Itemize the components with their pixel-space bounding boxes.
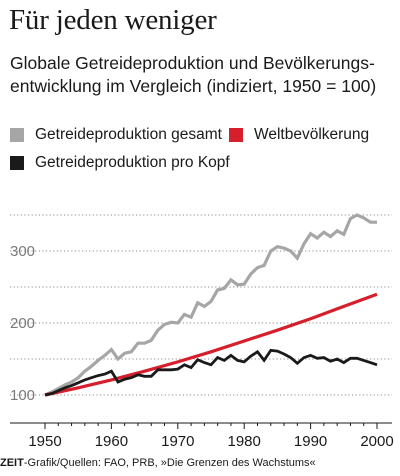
y-tick-label-200: 200 bbox=[10, 315, 35, 332]
source-footer: ZEIT-Grafik/Quellen: FAO, PRB, »Die Gren… bbox=[0, 457, 316, 469]
x-tick-label-1960: 1960 bbox=[95, 433, 128, 450]
legend-swatch-gesamt bbox=[10, 128, 24, 142]
legend-label-prokopf: Getreideproduktion pro Kopf bbox=[35, 154, 230, 171]
legend-label-bevoelkerung: Weltbevölkerung bbox=[254, 126, 370, 143]
series-line-bevoelkerung bbox=[44, 292, 378, 397]
series-line-gesamt bbox=[44, 213, 377, 397]
source-text: -Grafik/Quellen: FAO, PRB, »Die Grenzen … bbox=[23, 457, 316, 469]
y-tick-label-100: 100 bbox=[10, 387, 35, 404]
grid-layer bbox=[10, 214, 392, 396]
legend-label-gesamt: Getreideproduktion gesamt bbox=[35, 126, 222, 143]
axis-layer: 100 200 300 1950 1960 1970 1980 1990 2000 bbox=[10, 243, 394, 450]
chart-title: Für jeden weniger bbox=[9, 4, 217, 36]
x-tick-label-1970: 1970 bbox=[161, 433, 194, 450]
x-tick-label-2000: 2000 bbox=[360, 433, 393, 450]
legend-swatch-bevoelkerung bbox=[229, 128, 243, 142]
x-tick-label-1980: 1980 bbox=[228, 433, 261, 450]
y-tick-label-300: 300 bbox=[10, 243, 35, 260]
legend-item-prokopf: Getreideproduktion pro Kopf bbox=[10, 153, 230, 173]
legend-swatch-prokopf bbox=[10, 156, 24, 170]
source-brand: ZEIT bbox=[0, 457, 24, 469]
chart-subtitle: Globale Getreideproduktion und Bevölkeru… bbox=[10, 53, 377, 96]
series-layer bbox=[44, 213, 378, 397]
x-tick-label-1950: 1950 bbox=[28, 433, 61, 450]
x-tick-label-1990: 1990 bbox=[294, 433, 327, 450]
legend-item-gesamt: Getreideproduktion gesamt bbox=[10, 125, 222, 145]
series-line-prokopf bbox=[44, 348, 378, 397]
legend-item-bevoelkerung: Weltbevölkerung bbox=[229, 125, 369, 145]
